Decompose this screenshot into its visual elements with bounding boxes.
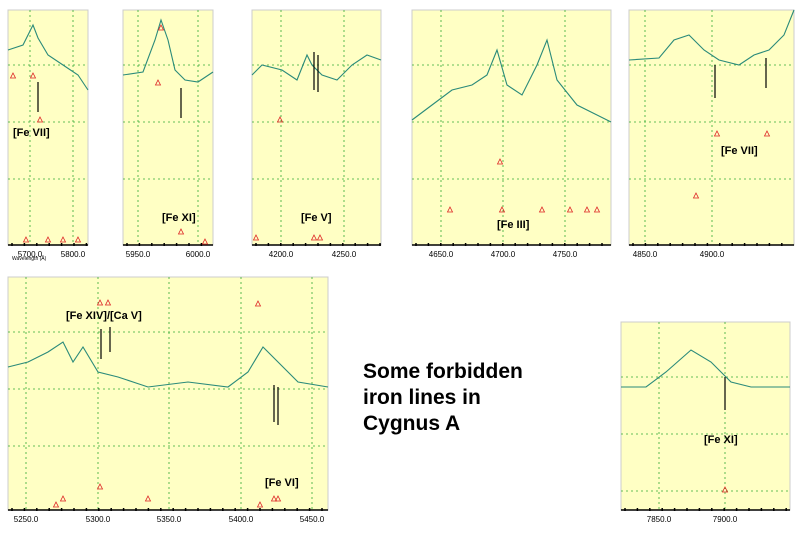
axis-title: Wavelength (Å) <box>12 255 47 262</box>
line-label: [Fe III] <box>497 219 530 231</box>
point-marker <box>274 495 282 502</box>
line-label: [Fe V] <box>301 212 332 224</box>
panel-background <box>7 9 89 246</box>
x-tick-label: 5300.0 <box>86 515 111 524</box>
panel-background <box>251 9 382 246</box>
point-marker <box>498 206 506 213</box>
point-marker <box>59 236 67 243</box>
caption-line: iron lines in <box>363 386 481 409</box>
x-tick-label: 5800.0 <box>61 250 86 259</box>
point-marker <box>692 192 700 199</box>
point-marker <box>96 483 104 490</box>
x-tick-label: 4250.0 <box>332 250 357 259</box>
point-marker <box>270 495 278 502</box>
point-marker <box>22 236 30 243</box>
spectrum-panel: [Fe VII] 5700.0 5800.0 Wavelength (Å) <box>7 9 89 262</box>
point-marker <box>201 238 209 245</box>
spectrum-curve <box>628 9 795 66</box>
point-marker <box>446 206 454 213</box>
point-marker <box>316 234 324 241</box>
point-marker <box>252 234 260 241</box>
x-tick-label: 6000.0 <box>186 250 211 259</box>
spectrum-panel: [Fe XIV]/[Ca V] [Fe VI] 5250.0 5300.0 5350.0… <box>7 276 329 524</box>
point-marker <box>74 236 82 243</box>
point-marker <box>9 72 17 79</box>
spectrum-curve <box>251 53 382 81</box>
point-marker <box>713 130 721 137</box>
x-tick-label: 4900.0 <box>700 250 725 259</box>
x-tick-label: 5400.0 <box>229 515 254 524</box>
spectrum-panel: [Fe XI] 5950.0 6000.0 <box>122 9 214 259</box>
point-marker <box>583 206 591 213</box>
line-label: [Fe XI] <box>162 212 196 224</box>
point-marker <box>104 299 112 306</box>
point-marker <box>593 206 601 213</box>
x-tick-label: 5950.0 <box>126 250 151 259</box>
point-marker <box>44 236 52 243</box>
x-tick-label: 5450.0 <box>300 515 325 524</box>
spectrum-curve <box>7 23 89 91</box>
point-marker <box>566 206 574 213</box>
panel-background <box>620 321 791 511</box>
spectrum-panel: [Fe VII] 4850.0 4900.0 <box>628 9 795 259</box>
panel-background <box>7 276 329 511</box>
x-tick-label: 4850.0 <box>633 250 658 259</box>
line-label: [Fe XI] <box>704 434 738 446</box>
line-label: [Fe VII] <box>721 145 758 157</box>
spectrum-curve <box>7 341 329 388</box>
x-tick-label: 5700.0 <box>18 250 43 259</box>
panel-background <box>122 9 214 246</box>
spectrum-curve <box>621 349 790 388</box>
x-tick-label: 4750.0 <box>553 250 578 259</box>
caption-line: Cygnus A <box>363 412 460 435</box>
panel-background <box>628 9 795 246</box>
spectrum-panel: [Fe XI] 7850.0 7900.0 <box>620 321 791 524</box>
x-tick-label: 4200.0 <box>269 250 294 259</box>
point-marker <box>144 495 152 502</box>
point-marker <box>177 228 185 235</box>
point-marker <box>154 79 162 86</box>
line-label: [Fe XIV]/[Ca V] <box>66 310 142 322</box>
spectrum-curve <box>122 18 214 83</box>
line-label: [Fe VI] <box>265 477 299 489</box>
point-marker <box>254 300 262 307</box>
point-marker <box>29 72 37 79</box>
point-marker <box>157 24 165 31</box>
panel-background <box>411 9 612 246</box>
point-marker <box>276 116 284 123</box>
point-marker <box>256 501 264 508</box>
line-label: [Fe VII] <box>13 127 50 139</box>
point-marker <box>763 130 771 137</box>
point-marker <box>36 116 44 123</box>
caption-line: Some forbidden <box>363 360 523 383</box>
x-tick-label: 5250.0 <box>14 515 39 524</box>
point-marker <box>52 501 60 508</box>
point-marker <box>721 486 729 493</box>
point-marker <box>59 495 67 502</box>
point-marker <box>310 234 318 241</box>
x-tick-label: 5350.0 <box>157 515 182 524</box>
spectrum-curve <box>411 38 612 123</box>
point-marker <box>496 158 504 165</box>
spectrum-panel: [Fe III] 4650.0 4700.0 4750.0 <box>411 9 612 259</box>
x-tick-label: 4650.0 <box>429 250 454 259</box>
spectrum-panel: [Fe V] 4200.0 4250.0 <box>251 9 382 259</box>
x-tick-label: 7900.0 <box>713 515 738 524</box>
x-tick-label: 4700.0 <box>491 250 516 259</box>
point-marker <box>538 206 546 213</box>
x-tick-label: 7850.0 <box>647 515 672 524</box>
point-marker <box>96 299 104 306</box>
